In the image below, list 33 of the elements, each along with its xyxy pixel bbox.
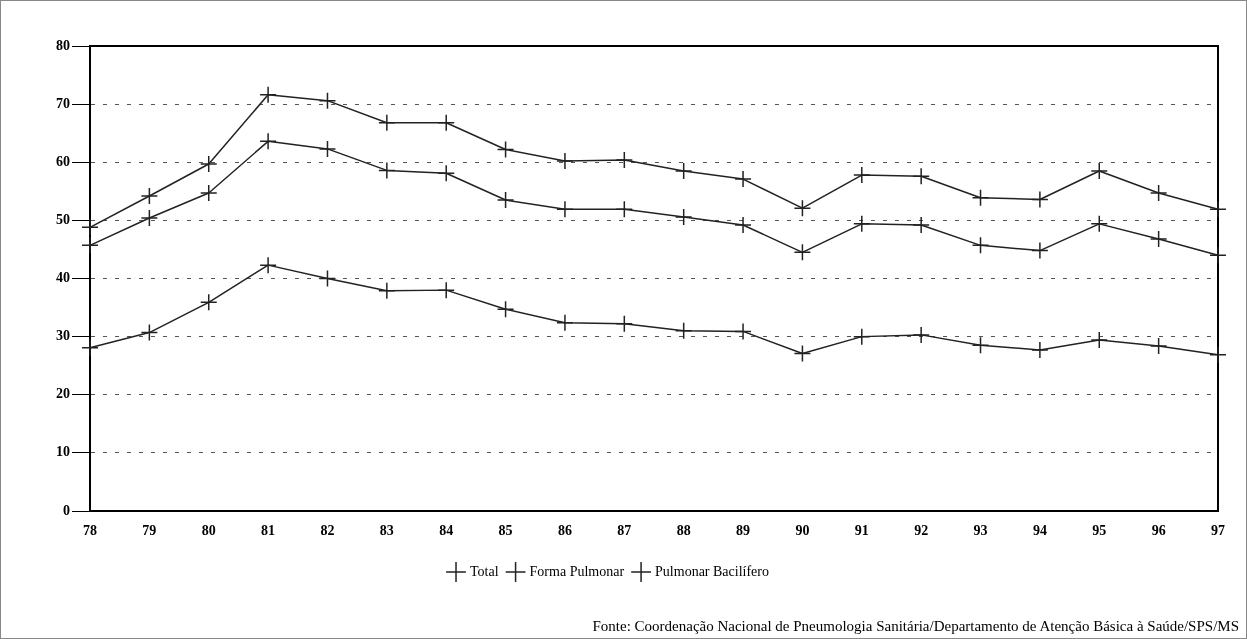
x-tick-label: 93 (973, 523, 988, 539)
y-tick-label: 0 (63, 502, 70, 518)
y-tick-label: 10 (56, 444, 70, 460)
x-tick-label: 79 (142, 523, 157, 539)
x-tick-label: 84 (439, 523, 454, 539)
legend-label: Total (470, 563, 499, 579)
y-tick-label: 30 (56, 328, 70, 344)
x-tick-label: 97 (1211, 523, 1225, 539)
x-tick-label: 78 (83, 523, 97, 539)
x-tick-label: 81 (261, 523, 276, 539)
x-tick-label: 86 (557, 523, 572, 539)
x-tick-label: 96 (1151, 523, 1166, 539)
x-tick-label: 95 (1092, 523, 1107, 539)
x-tick-label: 94 (1032, 523, 1047, 539)
x-tick-label: 85 (498, 523, 513, 539)
y-tick-label: 60 (56, 153, 70, 169)
y-tick-label: 40 (56, 270, 70, 286)
x-tick-label: 91 (854, 523, 869, 539)
y-tick-label: 70 (56, 95, 70, 111)
y-tick-label: 20 (56, 386, 70, 402)
x-tick-label: 90 (795, 523, 810, 539)
legend-label: Forma Pulmonar (529, 563, 625, 579)
x-tick-label: 82 (320, 523, 335, 539)
source-note: Fonte: Coordenação Nacional de Pneumologia Sanitária/Departamento de Atenção Básica à Saúde/SPS/MS (592, 618, 1239, 635)
y-tick-label: 50 (56, 211, 70, 227)
x-tick-label: 88 (676, 523, 691, 539)
y-tick-label: 80 (56, 37, 70, 53)
legend-label: Pulmonar Bacilífero (655, 563, 769, 579)
x-tick-label: 87 (617, 523, 632, 539)
x-tick-label: 89 (736, 523, 751, 539)
x-tick-label: 83 (379, 523, 394, 539)
x-tick-label: 92 (914, 523, 929, 539)
x-tick-label: 80 (201, 523, 216, 539)
